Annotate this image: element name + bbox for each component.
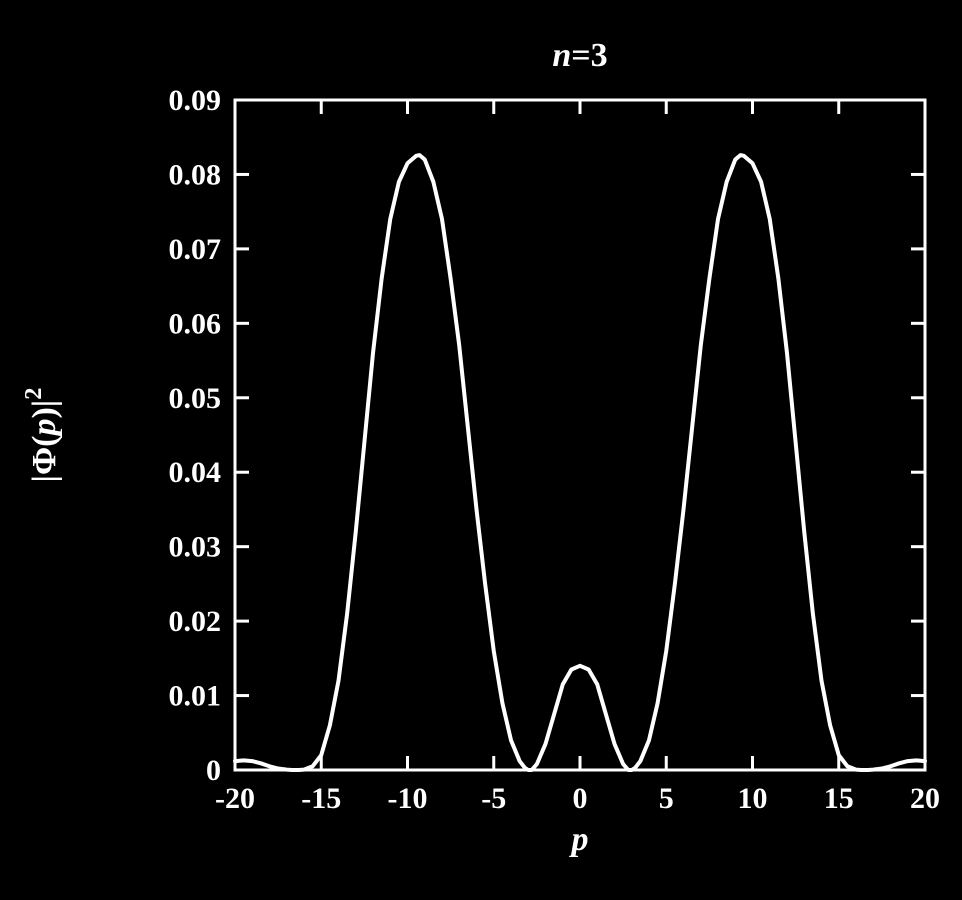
chart-svg: -20 -15 -10 -5 0 5 10 15 20 0 0.01 0.02 0.03 0.04 0.05…: [0, 0, 962, 900]
chart-container: -20 -15 -10 -5 0 5 10 15 20 0 0.01 0.02 0.03 0.04 0.05…: [0, 0, 962, 900]
curve: [235, 155, 925, 770]
x-tick-label: -10: [388, 782, 428, 815]
x-tick-label: -20: [215, 782, 255, 815]
y-tick-label: 0.02: [169, 605, 222, 638]
y-tick-label: 0.08: [169, 158, 222, 191]
x-tick-label: 5: [659, 782, 674, 815]
y-tick-label: 0.04: [169, 456, 222, 489]
y-title-phi: Φ: [26, 447, 63, 475]
chart-title: n=3: [552, 37, 607, 74]
x-axis-title: p: [569, 821, 589, 858]
x-tick-label: 0: [573, 782, 588, 815]
y-tick-label: 0.09: [169, 84, 222, 117]
x-tick-label: 15: [824, 782, 854, 815]
y-tick-label: 0.07: [169, 233, 222, 266]
x-tick-label: 10: [738, 782, 768, 815]
y-tick-label: 0.06: [169, 307, 222, 340]
y-tick-label: 0: [206, 754, 221, 787]
x-tick-label: -15: [301, 782, 341, 815]
x-tick-label: -5: [481, 782, 506, 815]
y-tick-label: 0.05: [169, 382, 222, 415]
y-tick-label: 0.01: [169, 680, 222, 713]
y-title-p: p: [26, 419, 63, 439]
x-tick-label: 20: [910, 782, 940, 815]
y-tick-label: 0.03: [169, 531, 222, 564]
y-axis-title: |Φ(p)|2: [20, 387, 63, 482]
